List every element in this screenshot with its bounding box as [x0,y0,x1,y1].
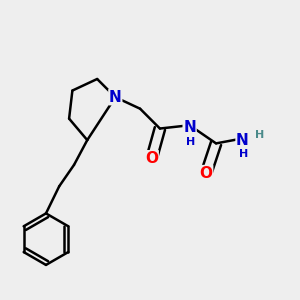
Text: N: N [236,133,249,148]
Text: H: H [255,130,264,140]
Text: O: O [145,151,158,166]
Text: O: O [200,166,213,181]
Text: H: H [238,149,248,159]
Text: H: H [186,137,195,147]
Text: N: N [109,90,122,105]
Text: N: N [183,120,196,135]
